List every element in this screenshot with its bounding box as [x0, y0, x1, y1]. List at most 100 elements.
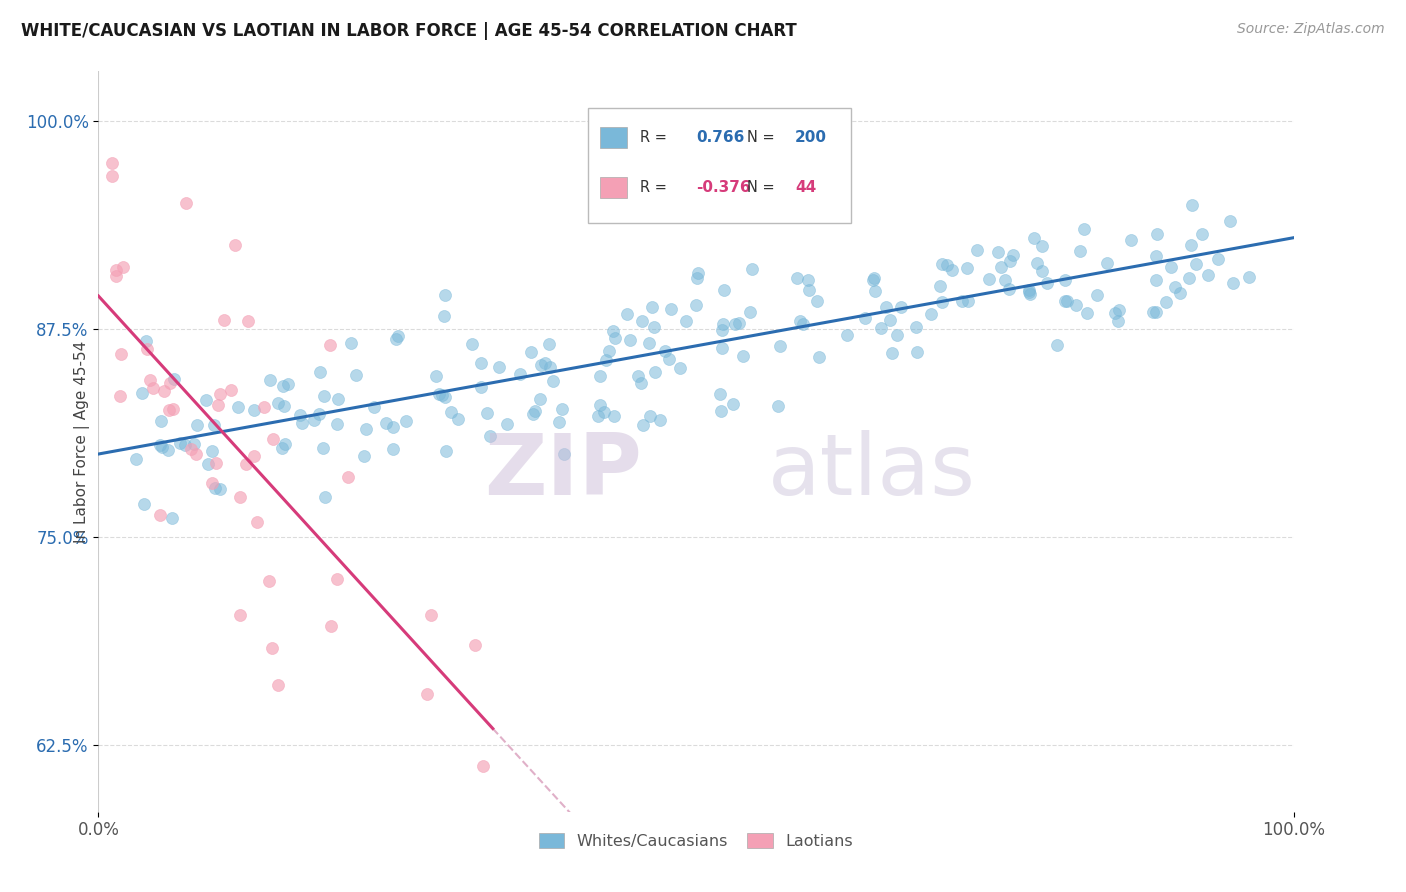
- FancyBboxPatch shape: [589, 109, 852, 223]
- Point: [882, 346, 904, 360]
- Point: [1178, 271, 1201, 285]
- Point: [1026, 256, 1049, 270]
- Point: [1164, 280, 1187, 294]
- Point: [740, 304, 762, 318]
- Point: [686, 266, 709, 280]
- Point: [184, 447, 207, 461]
- Point: [658, 352, 681, 367]
- Point: [741, 261, 763, 276]
- Point: [941, 262, 963, 277]
- Point: [464, 639, 486, 653]
- Point: [162, 402, 184, 417]
- Point: [890, 300, 912, 314]
- Point: [1239, 270, 1261, 285]
- Point: [990, 260, 1012, 275]
- Point: [709, 387, 731, 401]
- Point: [631, 418, 654, 433]
- Point: [589, 368, 612, 383]
- Point: [1170, 285, 1192, 300]
- Point: [553, 447, 575, 461]
- Point: [224, 238, 246, 252]
- Point: [353, 449, 375, 463]
- Point: [710, 341, 733, 355]
- Point: [135, 343, 157, 357]
- Point: [593, 405, 616, 419]
- Point: [416, 687, 439, 701]
- Point: [384, 333, 406, 347]
- Point: [659, 301, 682, 316]
- Point: [630, 376, 652, 390]
- Point: [977, 272, 1000, 286]
- Point: [534, 356, 557, 370]
- Point: [1208, 252, 1230, 267]
- Point: [204, 417, 226, 432]
- Point: [336, 470, 359, 484]
- Point: [319, 619, 342, 633]
- Point: [1219, 214, 1241, 228]
- Point: [304, 413, 326, 427]
- Point: [273, 400, 295, 414]
- Point: [204, 456, 226, 470]
- Point: [538, 337, 561, 351]
- Point: [139, 373, 162, 387]
- Point: [950, 294, 973, 309]
- Legend: Whites/Caucasians, Laotians: Whites/Caucasians, Laotians: [531, 827, 860, 855]
- Point: [529, 358, 551, 372]
- Point: [792, 317, 814, 331]
- Point: [271, 379, 294, 393]
- Point: [619, 333, 641, 347]
- Point: [956, 294, 979, 309]
- Point: [433, 391, 456, 405]
- Point: [936, 258, 959, 272]
- Point: [257, 574, 280, 588]
- Point: [1000, 254, 1022, 268]
- Text: WHITE/CAUCASIAN VS LAOTIAN IN LABOR FORCE | AGE 45-54 CORRELATION CHART: WHITE/CAUCASIAN VS LAOTIAN IN LABOR FORC…: [21, 22, 797, 40]
- Point: [598, 343, 620, 358]
- Point: [159, 376, 181, 390]
- Point: [509, 367, 531, 381]
- Point: [173, 438, 195, 452]
- Point: [339, 336, 361, 351]
- Point: [270, 441, 292, 455]
- Point: [425, 368, 447, 383]
- Point: [853, 311, 876, 326]
- Point: [110, 347, 132, 361]
- Point: [1018, 286, 1040, 301]
- Point: [314, 389, 336, 403]
- Point: [1076, 306, 1098, 320]
- Point: [439, 405, 461, 419]
- Point: [522, 408, 544, 422]
- Point: [863, 285, 886, 299]
- Point: [686, 270, 709, 285]
- Point: [132, 497, 155, 511]
- Point: [238, 313, 260, 327]
- Point: [808, 350, 831, 364]
- Point: [1185, 257, 1208, 271]
- Point: [267, 678, 290, 692]
- Point: [931, 257, 953, 271]
- Point: [475, 406, 498, 420]
- Point: [354, 422, 377, 436]
- Point: [259, 373, 281, 387]
- Point: [627, 368, 650, 383]
- Point: [209, 386, 232, 401]
- Point: [731, 349, 754, 363]
- Text: R =: R =: [640, 180, 666, 195]
- Point: [589, 398, 612, 412]
- Point: [226, 400, 249, 414]
- Point: [186, 417, 208, 432]
- Point: [201, 443, 224, 458]
- Point: [267, 396, 290, 410]
- Point: [197, 457, 219, 471]
- Point: [157, 443, 180, 458]
- Point: [1018, 285, 1040, 300]
- FancyBboxPatch shape: [600, 127, 627, 147]
- Point: [470, 379, 492, 393]
- Point: [616, 307, 638, 321]
- Point: [135, 334, 157, 348]
- Point: [157, 402, 180, 417]
- Point: [524, 404, 547, 418]
- Point: [308, 407, 330, 421]
- Point: [382, 420, 405, 434]
- Point: [274, 437, 297, 451]
